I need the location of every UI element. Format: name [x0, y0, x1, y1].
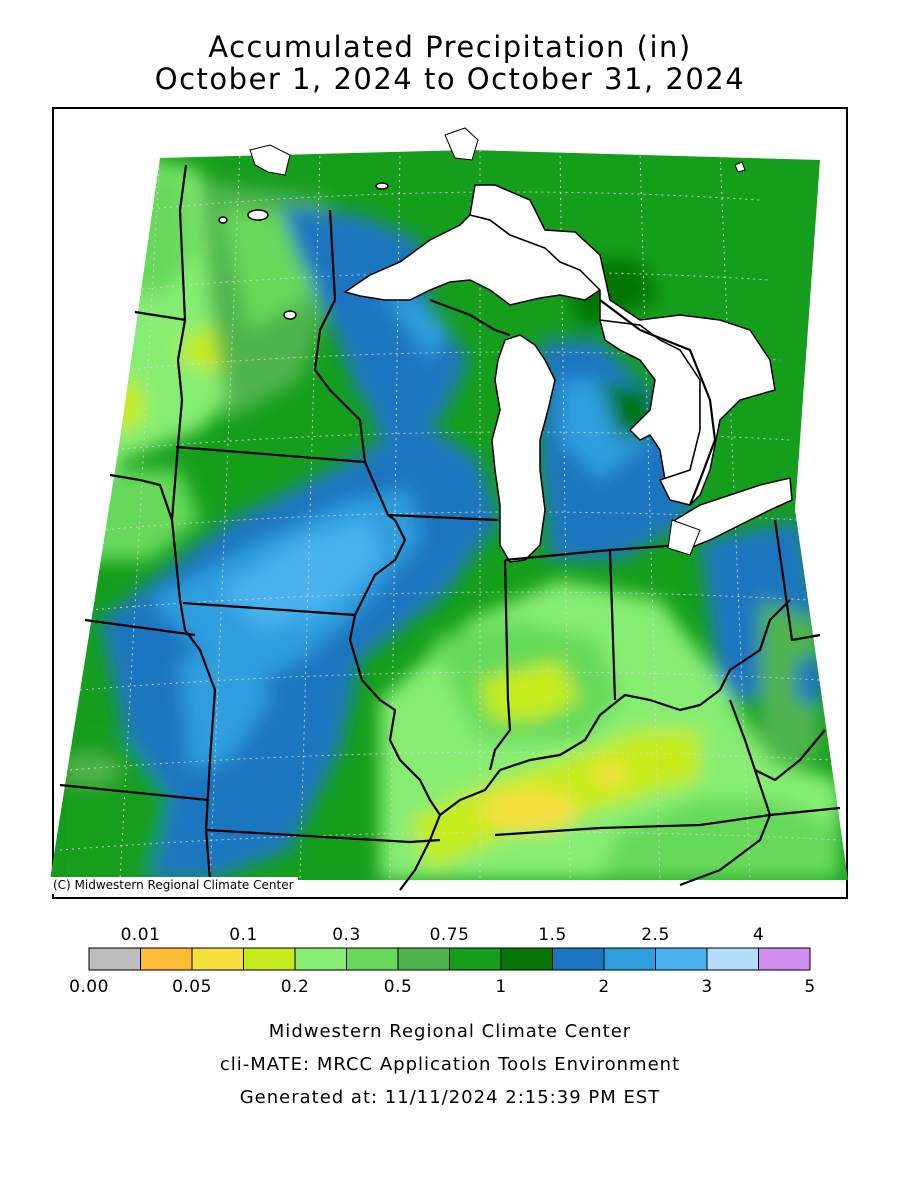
legend-bottom-label: 3 — [701, 977, 712, 997]
legend-top-label: 4 — [753, 925, 764, 945]
legend-swatch — [449, 947, 502, 971]
legend-swatch — [140, 947, 193, 971]
legend-top-label: 2.5 — [641, 925, 670, 945]
footer-generated: Generated at: 11/11/2024 2:15:39 PM EST — [239, 1087, 661, 1108]
legend-bottom-label: 5 — [804, 977, 815, 997]
lake-michigan — [491, 334, 556, 563]
state-borders — [59, 164, 841, 891]
legend-bottom-label: 1 — [495, 977, 506, 997]
legend-swatch — [706, 947, 759, 971]
legend-top-label: 0.01 — [121, 925, 161, 945]
legend-swatch — [758, 947, 811, 971]
great-lakes — [218, 182, 793, 563]
legend-top-label: 0.3 — [332, 925, 361, 945]
legend-top-label: 0.75 — [430, 925, 470, 945]
legend-top-label: 0.1 — [229, 925, 258, 945]
legend-swatch — [191, 947, 244, 971]
legend-swatch — [294, 947, 347, 971]
canada-land — [469, 184, 776, 506]
legend-top-labels: 0.01 0.1 0.3 0.75 1.5 2.5 4 — [121, 925, 764, 945]
map-date-range: October 1, 2024 to October 31, 2024 — [154, 62, 746, 96]
legend-swatch — [603, 947, 656, 971]
legend-bottom-label: 0.05 — [172, 977, 212, 997]
legend-colorbar — [88, 947, 811, 971]
footer-application: cli-MATE: MRCC Application Tools Environ… — [219, 1054, 681, 1075]
legend-top-label: 1.5 — [538, 925, 567, 945]
legend-swatch — [655, 947, 708, 971]
lake-superior — [343, 214, 602, 306]
legend-bottom-labels: 0.00 0.05 0.2 0.5 1 2 3 5 — [69, 977, 815, 997]
legend-swatch — [243, 947, 296, 971]
map-credit: (C) Midwestern Regional Climate Center — [49, 877, 298, 894]
footer-organization: Midwestern Regional Climate Center — [268, 1021, 632, 1042]
legend-bottom-label: 0.5 — [384, 977, 413, 997]
legend-swatch — [552, 947, 605, 971]
legend-bottom-label: 0.2 — [281, 977, 310, 997]
legend-swatch — [88, 947, 141, 971]
legend-bottom-label: 0.00 — [69, 977, 109, 997]
legend-swatch — [346, 947, 399, 971]
legend-swatch — [500, 947, 553, 971]
map-title: Accumulated Precipitation (in) — [208, 30, 692, 64]
legend-bottom-label: 2 — [598, 977, 609, 997]
legend-swatch — [397, 947, 450, 971]
